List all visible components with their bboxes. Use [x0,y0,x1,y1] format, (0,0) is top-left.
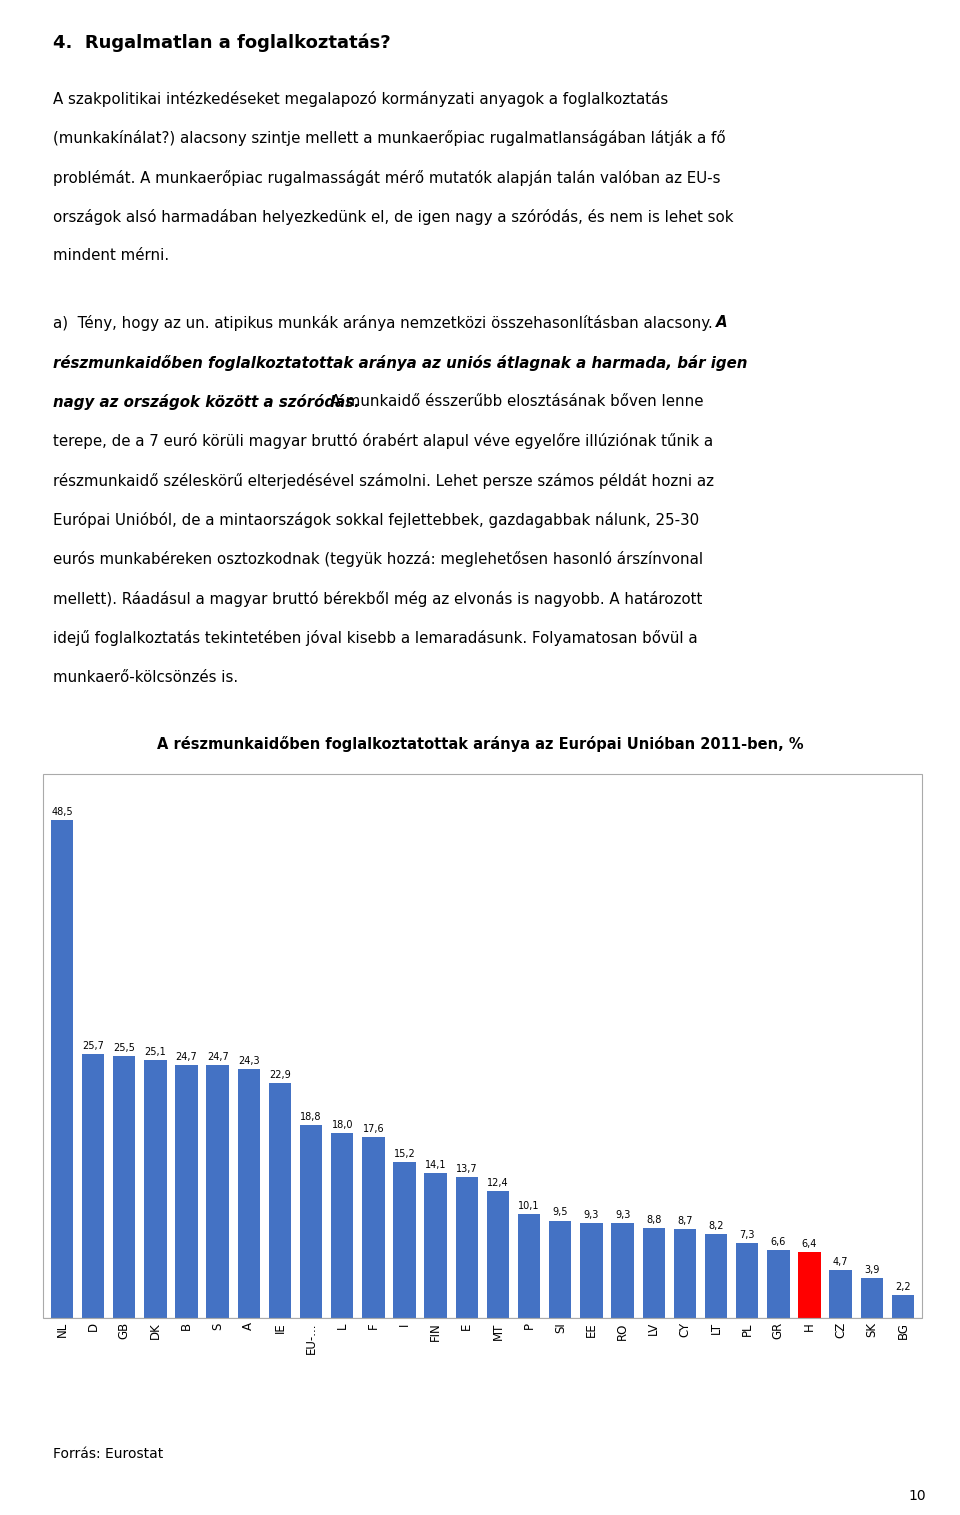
Text: 25,5: 25,5 [113,1044,135,1053]
Bar [51,820,73,1318]
Bar [487,1191,509,1318]
Text: 25,7: 25,7 [83,1041,104,1051]
Text: terepe, de a 7 euró körüli magyar bruttó órabért alapul véve egyelőre illúziónak: terepe, de a 7 euró körüli magyar bruttó… [53,433,713,450]
Text: A részmunkaidőben foglalkoztatottak aránya az Európai Unióban 2011-ben, %: A részmunkaidőben foglalkoztatottak arán… [156,736,804,753]
Bar [424,1173,447,1318]
Text: A munkaidő ésszerűbb elosztásának bőven lenne: A munkaidő ésszerűbb elosztásának bőven … [325,394,704,409]
Bar [206,1065,228,1318]
Text: 25,1: 25,1 [144,1047,166,1057]
Bar [331,1133,353,1318]
Text: országok alsó harmadában helyezkedünk el, de igen nagy a szóródás, és nem is leh: országok alsó harmadában helyezkedünk el… [53,209,733,226]
Text: A: A [716,315,728,330]
Text: részmunkaidő széleskörű elterjedésével számolni. Lehet persze számos példát hozn: részmunkaidő széleskörű elterjedésével s… [53,473,714,489]
Text: mellett). Ráadásul a magyar bruttó bérekből még az elvonás is nagyobb. A határoz: mellett). Ráadásul a magyar bruttó bérek… [53,591,702,608]
Bar [362,1138,385,1318]
Text: 2,2: 2,2 [895,1282,911,1292]
Text: idejű foglalkoztatás tekintetében jóval kisebb a lemaradásunk. Folyamatosan bővü: idejű foglalkoztatás tekintetében jóval … [53,630,697,647]
Text: 24,3: 24,3 [238,1056,259,1065]
Bar [799,1253,821,1318]
Text: 4,7: 4,7 [833,1257,849,1267]
Text: 9,5: 9,5 [553,1207,568,1218]
Text: a)  Tény, hogy az un. atipikus munkák aránya nemzetközi összehasonlításban alacs: a) Tény, hogy az un. atipikus munkák ará… [53,315,717,332]
Text: 22,9: 22,9 [269,1070,291,1080]
Text: munkaerő-kölcsönzés is.: munkaerő-kölcsönzés is. [53,670,238,685]
Bar [113,1056,135,1318]
Bar [394,1162,416,1318]
Text: 24,7: 24,7 [206,1051,228,1062]
Text: eurós munkabéreken osztozkodnak (tegyük hozzá: meglehetősen hasonló árszínvonal: eurós munkabéreken osztozkodnak (tegyük … [53,551,703,568]
Text: 9,3: 9,3 [584,1209,599,1220]
Text: 8,8: 8,8 [646,1215,661,1224]
Bar [580,1223,603,1318]
Text: 13,7: 13,7 [456,1165,478,1174]
Bar [300,1126,323,1318]
Bar [517,1215,540,1318]
Text: 8,2: 8,2 [708,1221,724,1230]
Bar [269,1083,291,1318]
Text: 8,7: 8,7 [677,1215,692,1226]
Text: (munkakínálat?) alacsony szintje mellett a munkaerőpiac rugalmatlanságában látjá: (munkakínálat?) alacsony szintje mellett… [53,130,726,147]
Text: 48,5: 48,5 [51,807,73,817]
Bar [860,1279,883,1318]
Text: Forrás: Eurostat: Forrás: Eurostat [53,1447,163,1460]
Text: 17,6: 17,6 [363,1124,384,1135]
Bar [892,1295,914,1318]
Bar [642,1227,665,1318]
Text: nagy az országok között a szóródás.: nagy az országok között a szóródás. [53,394,360,411]
Text: 14,1: 14,1 [425,1160,446,1170]
Text: 7,3: 7,3 [739,1230,755,1241]
Bar [674,1229,696,1318]
Bar [767,1250,789,1318]
Text: részmunkaidőben foglalkoztatottak aránya az uniós átlagnak a harmada, bár igen: részmunkaidőben foglalkoztatottak aránya… [53,355,747,371]
Bar [144,1060,166,1318]
Text: 18,0: 18,0 [331,1120,353,1130]
Bar [705,1233,728,1318]
Text: 6,6: 6,6 [771,1238,786,1247]
Text: 24,7: 24,7 [176,1051,198,1062]
Text: 9,3: 9,3 [615,1209,631,1220]
Bar [612,1223,634,1318]
Bar [237,1068,260,1318]
Text: problémát. A munkaerőpiac rugalmasságát mérő mutatók alapján talán valóban az EU: problémát. A munkaerőpiac rugalmasságát … [53,170,720,186]
Bar [549,1221,571,1318]
Text: 18,8: 18,8 [300,1112,322,1123]
Text: 6,4: 6,4 [802,1239,817,1250]
Text: 10,1: 10,1 [518,1201,540,1212]
Text: Európai Unióból, de a mintaországok sokkal fejlettebbek, gazdagabbak nálunk, 25-: Európai Unióból, de a mintaországok sokk… [53,512,699,529]
Bar [456,1177,478,1318]
Text: A szakpolitikai intézkedéseket megalapozó kormányzati anyagok a foglalkoztatás: A szakpolitikai intézkedéseket megalapoz… [53,91,668,108]
Text: 10: 10 [909,1489,926,1503]
Text: 12,4: 12,4 [487,1177,509,1188]
Text: 3,9: 3,9 [864,1265,879,1276]
Bar [829,1270,852,1318]
Text: 4.  Rugalmatlan a foglalkoztatás?: 4. Rugalmatlan a foglalkoztatás? [53,33,391,52]
Text: mindent mérni.: mindent mérni. [53,248,169,264]
Bar [176,1065,198,1318]
Bar [82,1054,105,1318]
Text: 15,2: 15,2 [394,1148,416,1159]
Bar [736,1244,758,1318]
